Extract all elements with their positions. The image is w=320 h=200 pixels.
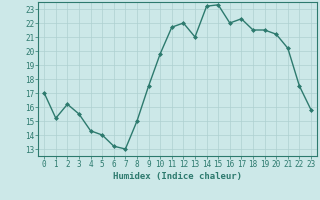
X-axis label: Humidex (Indice chaleur): Humidex (Indice chaleur) <box>113 172 242 181</box>
